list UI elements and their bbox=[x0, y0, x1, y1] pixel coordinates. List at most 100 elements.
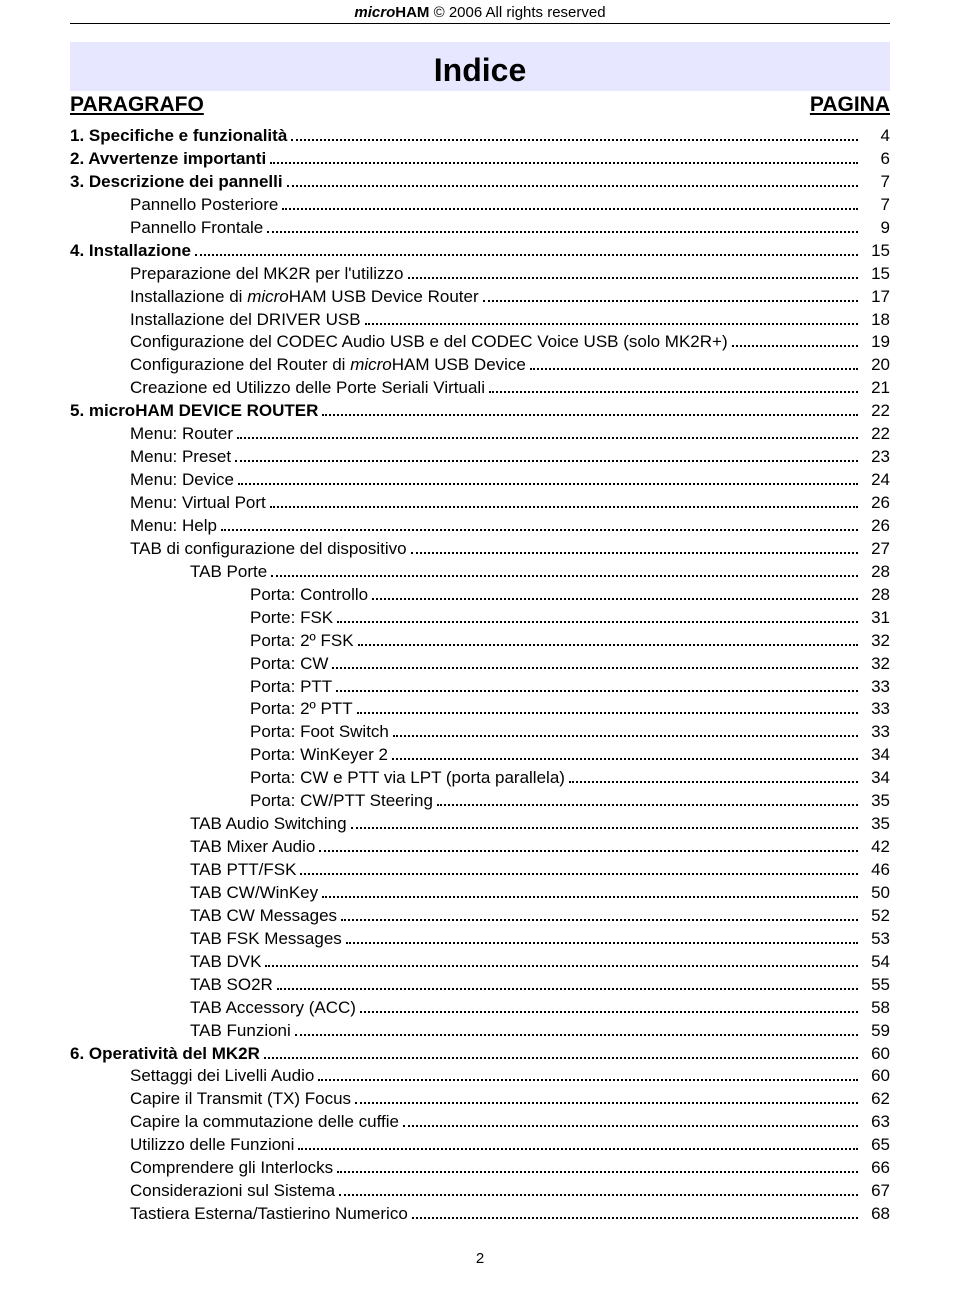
toc-page: 20 bbox=[862, 354, 890, 377]
toc-label: Configurazione del CODEC Audio USB e del… bbox=[130, 331, 728, 354]
toc-page: 4 bbox=[862, 125, 890, 148]
toc-row: Porta: PTT 33 bbox=[70, 676, 890, 699]
toc-label: Tastiera Esterna/Tastierino Numerico bbox=[130, 1203, 408, 1226]
toc-label: Installazione di microHAM USB Device Rou… bbox=[130, 286, 479, 309]
toc-leader-dots bbox=[235, 447, 858, 462]
toc-row: TAB di configurazione del dispositivo27 bbox=[70, 538, 890, 561]
toc-leader-dots bbox=[569, 768, 858, 783]
toc-leader-dots bbox=[483, 286, 858, 301]
toc-row: Creazione ed Utilizzo delle Porte Serial… bbox=[70, 377, 890, 400]
toc-label: Porta: CW bbox=[250, 653, 328, 676]
toc-leader-dots bbox=[298, 1135, 858, 1150]
toc-leader-dots bbox=[282, 195, 858, 210]
toc-row: TAB PTT/FSK46 bbox=[70, 859, 890, 882]
toc-leader-dots bbox=[411, 539, 858, 554]
toc-label: Considerazioni sul Sistema bbox=[130, 1180, 335, 1203]
toc-label: Porta: PTT bbox=[250, 676, 332, 699]
toc-label: 4. Installazione bbox=[70, 240, 191, 263]
toc-row: TAB Funzioni 59 bbox=[70, 1020, 890, 1043]
toc-row: 3. Descrizione dei pannelli7 bbox=[70, 171, 890, 194]
toc-page: 68 bbox=[862, 1203, 890, 1226]
toc-leader-dots bbox=[358, 630, 858, 645]
toc-label: TAB Audio Switching bbox=[190, 813, 347, 836]
toc-leader-dots bbox=[264, 1043, 858, 1058]
toc-label: TAB FSK Messages bbox=[190, 928, 342, 951]
toc-row: Porta: 2º PTT33 bbox=[70, 698, 890, 721]
toc-label: TAB SO2R bbox=[190, 974, 273, 997]
toc-page: 50 bbox=[862, 882, 890, 905]
toc-leader-dots bbox=[277, 974, 858, 989]
toc-label: 1. Specifiche e funzionalità bbox=[70, 125, 287, 148]
toc-label: Pannello Frontale bbox=[130, 217, 263, 240]
toc-leader-dots bbox=[392, 745, 858, 760]
toc-leader-dots bbox=[195, 240, 858, 255]
toc-row: TAB Audio Switching35 bbox=[70, 813, 890, 836]
toc-leader-dots bbox=[408, 263, 859, 278]
toc-row: Porta: WinKeyer 234 bbox=[70, 744, 890, 767]
toc-leader-dots bbox=[393, 722, 858, 737]
toc-page: 33 bbox=[862, 721, 890, 744]
toc-row: Porta: CW e PTT via LPT (porta parallela… bbox=[70, 767, 890, 790]
column-headers: PARAGRAFO PAGINA bbox=[70, 93, 890, 117]
toc-page: 23 bbox=[862, 446, 890, 469]
toc-page: 31 bbox=[862, 607, 890, 630]
table-of-contents: 1. Specifiche e funzionalità 42. Avverten… bbox=[70, 125, 890, 1226]
toc-leader-dots bbox=[403, 1112, 858, 1127]
page-number: 2 bbox=[70, 1250, 890, 1267]
toc-label: TAB Porte bbox=[190, 561, 267, 584]
toc-page: 19 bbox=[862, 331, 890, 354]
toc-label: Capire la commutazione delle cuffie bbox=[130, 1111, 399, 1134]
toc-leader-dots bbox=[336, 676, 858, 691]
toc-row: 4. Installazione15 bbox=[70, 240, 890, 263]
toc-label: TAB di configurazione del dispositivo bbox=[130, 538, 407, 561]
toc-leader-dots bbox=[489, 378, 858, 393]
toc-leader-dots bbox=[300, 860, 858, 875]
toc-page: 7 bbox=[862, 194, 890, 217]
toc-page: 22 bbox=[862, 400, 890, 423]
toc-leader-dots bbox=[270, 149, 858, 164]
toc-page: 34 bbox=[862, 767, 890, 790]
toc-label: TAB Mixer Audio bbox=[190, 836, 315, 859]
toc-row: TAB SO2R 55 bbox=[70, 974, 890, 997]
toc-label: 6. Operatività del MK2R bbox=[70, 1043, 260, 1066]
toc-leader-dots bbox=[221, 516, 858, 531]
toc-leader-dots bbox=[412, 1204, 858, 1219]
toc-row: 2. Avvertenze importanti6 bbox=[70, 148, 890, 171]
toc-row: Pannello Frontale9 bbox=[70, 217, 890, 240]
toc-label: TAB Accessory (ACC) bbox=[190, 997, 356, 1020]
toc-row: TAB Porte28 bbox=[70, 561, 890, 584]
toc-label: 5. microHAM DEVICE ROUTER bbox=[70, 400, 318, 423]
toc-row: Porta: CW 32 bbox=[70, 653, 890, 676]
toc-leader-dots bbox=[346, 929, 858, 944]
toc-label: Menu: Preset bbox=[130, 446, 231, 469]
toc-leader-dots bbox=[372, 584, 858, 599]
toc-leader-dots bbox=[351, 814, 858, 829]
toc-page: 33 bbox=[862, 676, 890, 699]
toc-page: 54 bbox=[862, 951, 890, 974]
toc-label: TAB CW Messages bbox=[190, 905, 337, 928]
toc-leader-dots bbox=[337, 607, 858, 622]
toc-page: 55 bbox=[862, 974, 890, 997]
toc-leader-dots bbox=[332, 653, 858, 668]
toc-row: Capire la commutazione delle cuffie63 bbox=[70, 1111, 890, 1134]
toc-row: Tastiera Esterna/Tastierino Numerico 68 bbox=[70, 1203, 890, 1226]
toc-row: Menu: Help26 bbox=[70, 515, 890, 538]
toc-page: 6 bbox=[862, 148, 890, 171]
toc-label: Creazione ed Utilizzo delle Porte Serial… bbox=[130, 377, 485, 400]
toc-page: 60 bbox=[862, 1065, 890, 1088]
toc-page: 34 bbox=[862, 744, 890, 767]
toc-page: 67 bbox=[862, 1180, 890, 1203]
toc-label: TAB Funzioni bbox=[190, 1020, 291, 1043]
toc-leader-dots bbox=[295, 1020, 858, 1035]
toc-label: Porte: FSK bbox=[250, 607, 333, 630]
toc-leader-dots bbox=[267, 217, 858, 232]
toc-row: 1. Specifiche e funzionalità 4 bbox=[70, 125, 890, 148]
toc-row: TAB Mixer Audio42 bbox=[70, 836, 890, 859]
header-divider bbox=[70, 23, 890, 24]
toc-row: TAB DVK 54 bbox=[70, 951, 890, 974]
col-left: PARAGRAFO bbox=[70, 93, 204, 117]
toc-label: 3. Descrizione dei pannelli bbox=[70, 171, 283, 194]
toc-label: TAB DVK bbox=[190, 951, 261, 974]
toc-page: 32 bbox=[862, 653, 890, 676]
toc-page: 58 bbox=[862, 997, 890, 1020]
